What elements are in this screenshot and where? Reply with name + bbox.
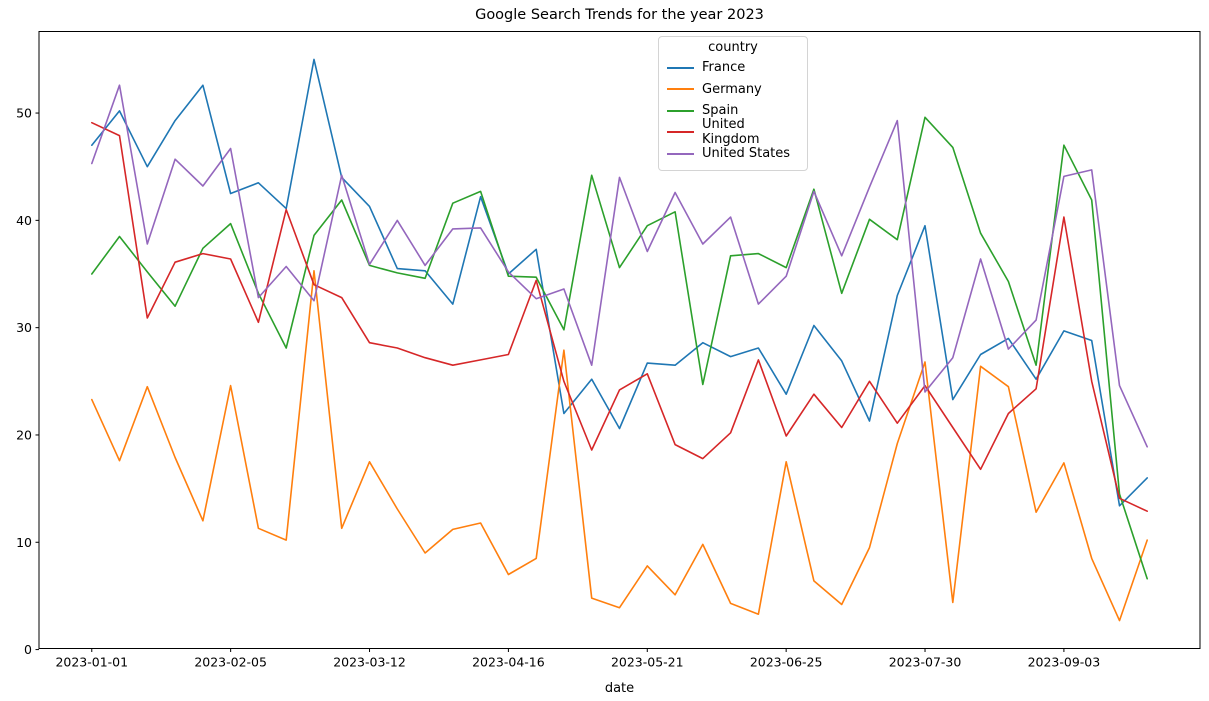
y-tick-label: 30 xyxy=(16,320,32,335)
series-line-germany xyxy=(91,269,1148,622)
legend-item-label: Germany xyxy=(702,81,762,97)
legend-line-swatch xyxy=(667,131,694,134)
y-tick-label: 40 xyxy=(16,213,32,228)
series-line-united-kingdom xyxy=(91,121,1148,513)
legend-item-label: France xyxy=(702,60,746,76)
series-line-france xyxy=(91,58,1148,507)
series-line-spain xyxy=(91,116,1148,580)
legend-item-united-states: United States xyxy=(667,143,799,165)
plot-border xyxy=(38,31,1201,649)
y-tick-label: 0 xyxy=(24,642,32,657)
x-tick-label: 2023-02-05 xyxy=(194,655,267,670)
chart-title: Google Search Trends for the year 2023 xyxy=(475,7,764,23)
x-tick-label: 2023-04-16 xyxy=(472,655,545,670)
x-tick-label: 2023-03-12 xyxy=(333,655,406,670)
x-tick-label: 2023-01-01 xyxy=(55,655,128,670)
legend-item-label: Spain xyxy=(702,103,739,119)
legend-item-label: United States xyxy=(702,146,791,162)
legend-title: country xyxy=(708,40,758,55)
legend-item-united-kingdom: United Kingdom xyxy=(667,117,799,147)
y-tick-label: 10 xyxy=(16,535,32,550)
x-axis-label: date xyxy=(604,681,635,696)
legend-line-swatch xyxy=(667,152,694,155)
legend-item-spain: Spain xyxy=(667,100,799,122)
legend-line-swatch xyxy=(667,88,694,91)
legend-line-swatch xyxy=(667,109,694,112)
x-tick-label: 2023-06-25 xyxy=(750,655,823,670)
y-tick-label: 20 xyxy=(16,427,32,442)
legend: country France Germany Spain United Kingdom… xyxy=(658,36,808,171)
x-tick-label: 2023-09-03 xyxy=(1028,655,1101,670)
legend-item-france: France xyxy=(667,57,799,79)
legend-line-swatch xyxy=(667,66,694,69)
x-tick-label: 2023-05-21 xyxy=(611,655,684,670)
series-line-united-states xyxy=(91,84,1148,448)
legend-item-germany: Germany xyxy=(667,79,799,101)
legend-item-label: United Kingdom xyxy=(702,117,760,148)
legend-items: France Germany Spain United Kingdom United S… xyxy=(667,57,799,165)
x-tick-label: 2023-07-30 xyxy=(889,655,962,670)
y-tick-label: 50 xyxy=(16,106,32,121)
